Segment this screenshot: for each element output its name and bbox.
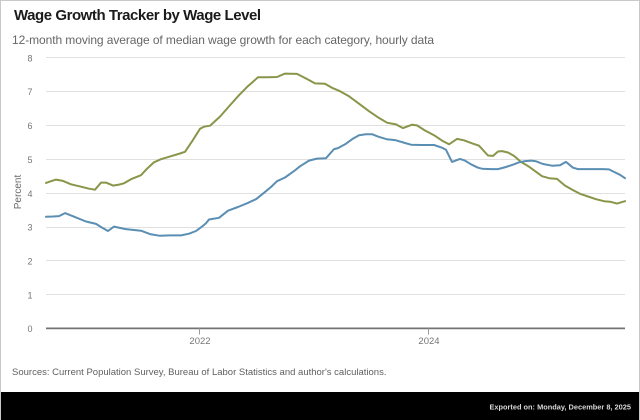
svg-text:2022: 2022: [189, 336, 210, 347]
svg-text:2024: 2024: [418, 336, 439, 347]
svg-text:1: 1: [27, 290, 32, 300]
svg-text:4: 4: [27, 189, 32, 199]
svg-text:5: 5: [27, 155, 32, 165]
svg-text:7: 7: [27, 87, 32, 97]
svg-text:0: 0: [27, 324, 32, 334]
svg-text:2: 2: [27, 257, 32, 267]
svg-text:8: 8: [27, 53, 32, 63]
svg-text:6: 6: [27, 121, 32, 131]
svg-text:3: 3: [27, 223, 32, 233]
svg-text:Percent: Percent: [13, 175, 24, 210]
